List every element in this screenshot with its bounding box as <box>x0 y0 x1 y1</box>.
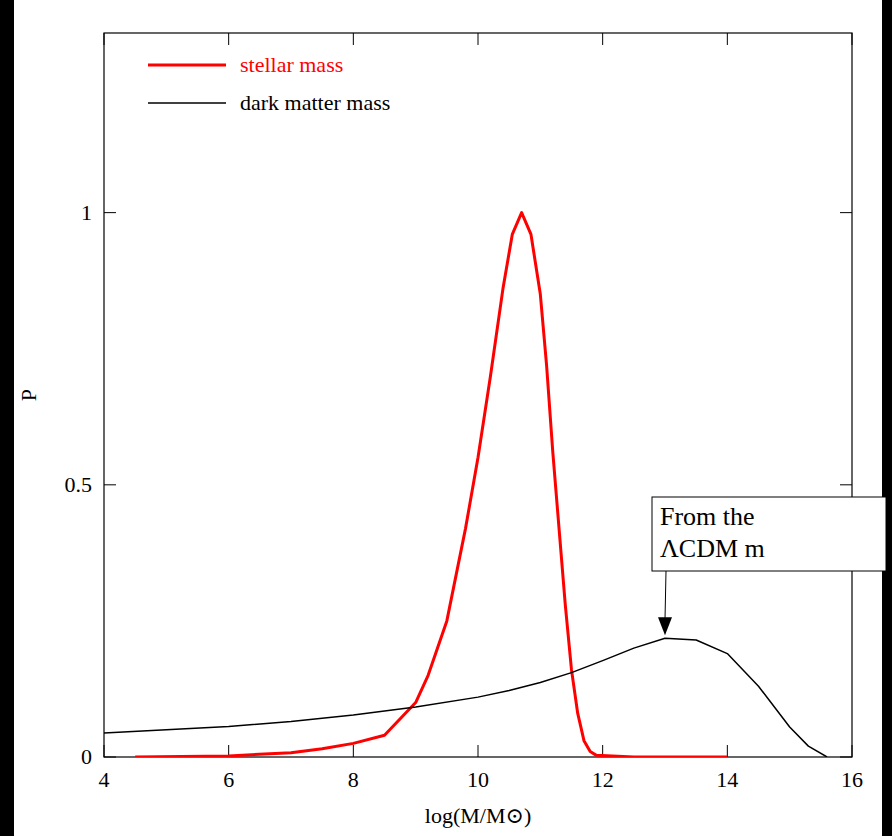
x-tick <box>353 745 354 757</box>
x-tick-label: 8 <box>348 767 359 792</box>
x-tick-label: 4 <box>99 767 110 792</box>
annotation-text: ΛCDM m <box>660 534 765 563</box>
annotation: From the ΛCDM m <box>652 497 886 635</box>
chart: 4 6 8 10 12 14 16 0 0.5 1 log(M/M⊙) Pstellar mass da… <box>0 0 892 836</box>
y-tick <box>104 484 116 485</box>
x-tick-label: 16 <box>841 767 863 792</box>
annotation-arrow <box>665 571 666 619</box>
panel <box>14 0 882 836</box>
legend-label: stellar mass <box>240 52 343 77</box>
y-tick <box>840 757 852 758</box>
y-tick <box>104 757 116 758</box>
x-axis-title: log(M/M⊙) <box>425 803 531 828</box>
x-tick <box>852 33 853 45</box>
x-tick <box>104 33 105 45</box>
legend-swatch <box>148 64 226 67</box>
frame <box>104 33 852 757</box>
x-tick <box>228 33 229 45</box>
annotation-arrowhead <box>658 617 672 635</box>
series-line <box>135 213 727 757</box>
y-axis-title: P <box>16 389 41 401</box>
x-tick-label: 6 <box>223 767 234 792</box>
series-line <box>104 638 827 757</box>
y-tick <box>104 212 116 213</box>
y-tick <box>840 484 852 485</box>
x-tick <box>104 745 105 757</box>
x-tick-label: 12 <box>592 767 614 792</box>
x-tick <box>478 33 479 45</box>
legend-label: dark matter mass <box>240 90 390 115</box>
legend: stellar mass dark matter mass <box>148 52 390 115</box>
y-tick-label: 0.5 <box>65 472 93 497</box>
annotation-text: From the <box>660 502 755 531</box>
y-tick-label: 1 <box>81 200 92 225</box>
y-tick-label: 0 <box>81 744 92 769</box>
legend-swatch <box>148 102 226 104</box>
y-tick <box>840 212 852 213</box>
x-tick <box>602 33 603 45</box>
x-tick <box>727 745 728 757</box>
x-tick <box>353 33 354 45</box>
annotation-box <box>652 497 886 571</box>
x-tick-label: 14 <box>716 767 738 792</box>
x-tick-label: 10 <box>467 767 489 792</box>
plot-area <box>104 213 827 757</box>
x-tick <box>727 33 728 45</box>
x-tick <box>478 745 479 757</box>
x-tick <box>852 745 853 757</box>
